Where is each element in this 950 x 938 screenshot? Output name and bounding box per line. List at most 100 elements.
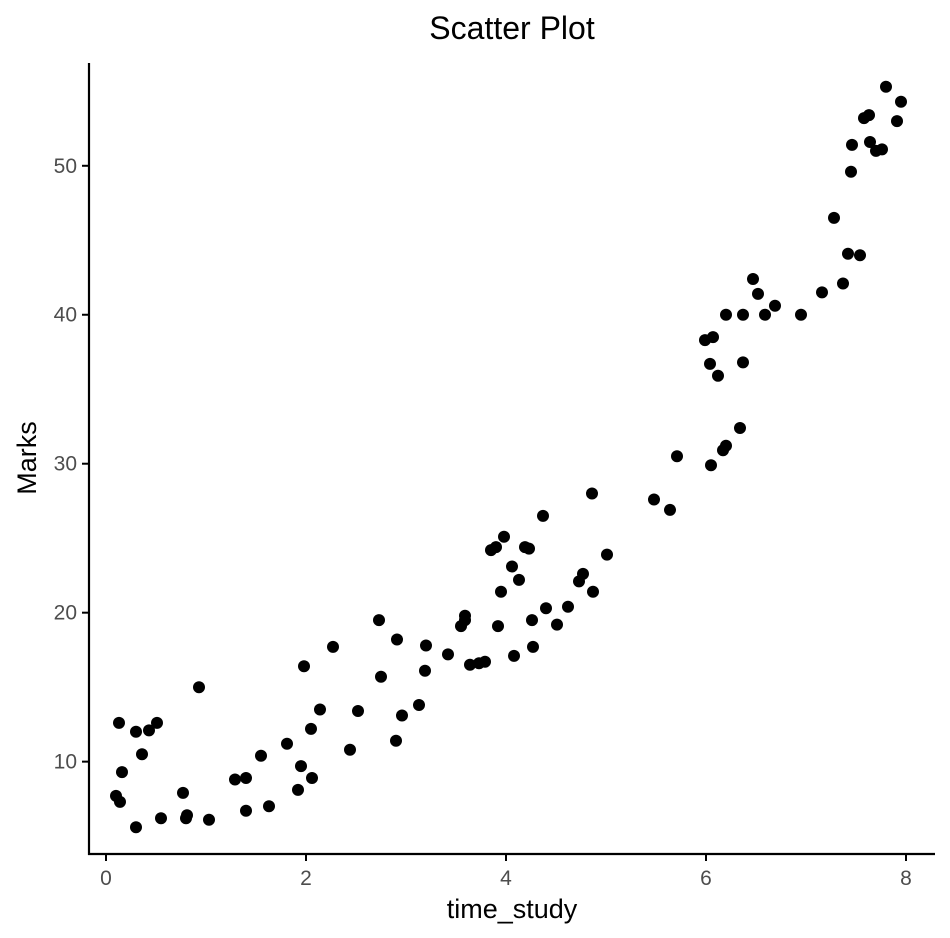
y-axis-label: Marks [12,421,42,495]
data-point [737,308,749,321]
y-tick-label: 40 [54,304,77,327]
data-point [240,772,252,784]
data-point [759,308,771,321]
data-point [130,821,142,834]
data-point [577,567,589,580]
data-point [895,95,907,108]
data-point [143,724,155,737]
y-tick-label: 30 [54,453,77,476]
data-point [734,422,746,434]
data-point [540,602,552,615]
x-tick-label: 6 [700,867,712,890]
data-point [747,273,759,285]
data-point [720,308,732,321]
data-point [391,633,403,646]
data-point [587,585,599,598]
data-point [828,211,840,224]
x-axis-label: time_study [447,894,578,924]
data-point [295,760,307,773]
data-point [193,681,205,694]
data-point [842,247,854,260]
x-ticks: 0 2 4 6 8 [100,854,912,890]
data-point [854,249,866,262]
chart-title: Scatter Plot [429,10,595,46]
data-point [375,670,387,683]
data-point [442,648,454,661]
data-point [306,772,318,784]
data-point [114,795,126,808]
data-point [479,655,491,668]
data-point [136,748,148,761]
data-point [671,450,683,463]
x-tick-label: 4 [500,867,512,890]
data-point [498,530,510,543]
data-point [527,640,539,653]
data-point [314,703,326,716]
data-point [601,548,613,561]
data-point [707,331,719,344]
data-point [413,699,425,711]
data-point [816,286,828,299]
data-point [562,600,574,613]
data-point [419,664,431,677]
data-point [864,136,876,148]
data-point [508,649,520,662]
data-point [704,357,716,370]
data-point [752,287,764,300]
data-point [705,459,717,472]
data-point [876,143,888,156]
data-point [769,299,781,312]
data-point [240,804,252,817]
x-tick-label: 2 [300,867,312,890]
data-point [459,614,471,627]
data-point [664,503,676,516]
data-point [795,308,807,321]
y-ticks: 10 20 30 40 50 [54,155,89,774]
data-point [155,812,167,825]
data-point [420,639,432,652]
data-point [305,722,317,735]
data-point [586,487,598,500]
data-point [281,737,293,750]
data-point [845,165,857,178]
data-point [203,813,215,826]
data-point [720,439,732,452]
data-point [263,800,275,813]
data-point [551,618,563,631]
data-point [255,749,267,762]
data-point [292,783,304,796]
points-layer [110,80,907,834]
data-point [880,80,892,93]
data-point [537,509,549,522]
data-point [513,573,525,586]
data-point [113,716,125,729]
data-point [298,660,310,673]
data-point [846,138,858,151]
data-point [396,709,408,722]
data-point [490,541,502,554]
data-point [495,585,507,598]
x-tick-label: 8 [900,867,912,890]
data-point [116,766,128,779]
data-point [327,640,339,653]
data-point [130,725,142,738]
x-tick-label: 0 [100,867,112,890]
y-tick-label: 10 [54,751,77,774]
data-point [181,809,193,822]
data-point [390,734,402,747]
data-point [648,493,660,506]
y-tick-label: 20 [54,602,77,625]
data-point [526,614,538,627]
data-point [464,658,476,671]
data-point [352,705,364,717]
data-point [229,773,241,786]
y-tick-label: 50 [54,155,77,178]
data-point [523,542,535,555]
data-point [151,716,163,729]
data-point [506,560,518,573]
data-point [737,356,749,369]
data-point [891,115,903,128]
data-point [177,786,189,799]
data-point [863,109,875,122]
